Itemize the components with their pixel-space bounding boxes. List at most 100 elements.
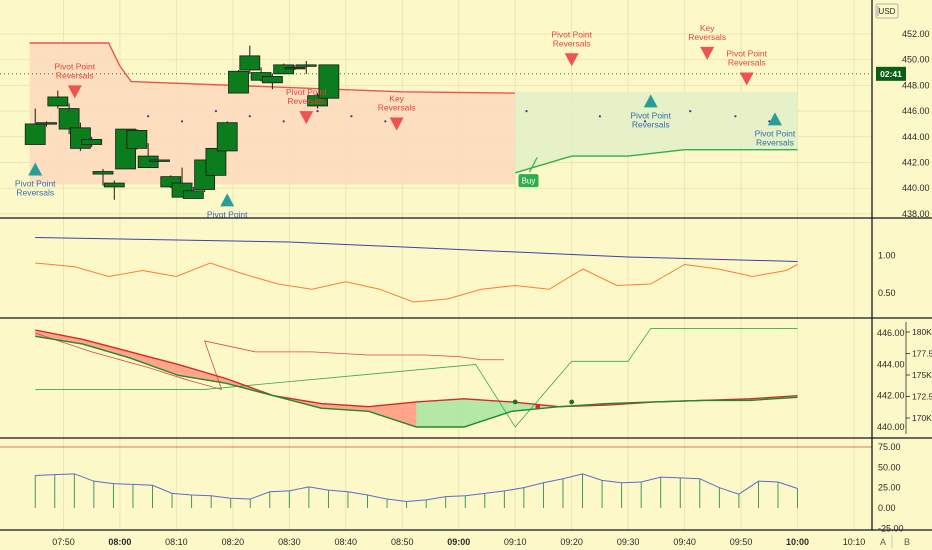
candle[interactable]	[47, 90, 69, 109]
candle[interactable]	[318, 64, 340, 99]
candle[interactable]	[205, 147, 227, 176]
arrow-up-icon	[220, 193, 235, 207]
candle[interactable]	[182, 186, 204, 199]
annotation-label: Reversals	[378, 103, 416, 113]
histogram-line	[35, 473, 798, 502]
candle[interactable]	[239, 45, 261, 74]
candle[interactable]	[273, 63, 295, 75]
candle[interactable]	[24, 108, 46, 145]
pivot-dot	[384, 120, 387, 123]
candle[interactable]	[58, 103, 80, 135]
last-price-badge	[876, 66, 906, 81]
buy-badge	[518, 174, 539, 188]
candle[interactable]	[160, 175, 182, 189]
support-line	[515, 148, 798, 174]
cloud-price-tick: 440.00	[877, 422, 905, 432]
cloud-segment	[416, 398, 465, 427]
support-zone	[515, 91, 798, 173]
price-tick: 450.00	[902, 55, 930, 65]
candle-body	[92, 171, 114, 175]
oscillator-tick: 0.50	[878, 288, 896, 298]
annotation-label: Pivot Point	[15, 179, 56, 189]
arrow-down-icon	[299, 111, 314, 125]
auto-scale-button[interactable]: A	[880, 537, 886, 547]
candle[interactable]	[261, 73, 283, 90]
arrow-down-icon	[700, 46, 715, 60]
price-tick: 438.00	[902, 209, 930, 219]
volume-tick: 175K	[912, 370, 932, 380]
candle[interactable]	[295, 60, 317, 74]
cloud-pane[interactable]	[35, 328, 798, 428]
candle[interactable]	[284, 64, 306, 70]
pivot-dot	[525, 110, 528, 113]
candle-body	[307, 95, 328, 107]
oscillator-pane[interactable]	[35, 237, 798, 303]
oscillator-tick: 1.00	[878, 251, 896, 261]
candle[interactable]	[36, 121, 57, 127]
histogram-tick: 50.00	[878, 462, 901, 472]
candle[interactable]	[92, 168, 114, 186]
arrow-up-icon	[28, 162, 43, 176]
candle[interactable]	[307, 93, 328, 109]
candle-body	[70, 127, 91, 149]
candle-body	[295, 64, 317, 67]
candle[interactable]	[81, 136, 103, 148]
candle-body	[137, 155, 159, 169]
candle-body	[58, 108, 80, 130]
candle-body	[149, 159, 170, 162]
buy-signal-tag[interactable]: Buy	[518, 157, 539, 188]
histogram-pane[interactable]	[0, 446, 872, 508]
price-tick: 444.00	[902, 132, 930, 142]
histogram-tick: 75.00	[878, 442, 901, 452]
candle[interactable]	[137, 143, 159, 169]
cloud-segment	[130, 351, 179, 376]
candle-body	[261, 76, 283, 84]
arrow-up-icon	[643, 94, 658, 108]
pivot-dot	[214, 110, 218, 113]
time-tick: 08:20	[222, 537, 245, 547]
price-tick: 452.00	[902, 29, 930, 39]
time-tick: 09:40	[673, 537, 696, 547]
annotation-label: Reversals	[553, 38, 591, 48]
buy-connector	[528, 157, 538, 173]
arrow-down-icon	[564, 53, 579, 67]
volume-tick: 177.5K	[912, 349, 932, 359]
time-tick: 09:20	[560, 537, 583, 547]
annotation-label: Pivot Point	[54, 61, 95, 71]
candle[interactable]	[228, 69, 249, 94]
time-tick: 08:40	[335, 537, 358, 547]
candle[interactable]	[103, 180, 125, 200]
annotation-label: Pivot Point	[551, 29, 592, 39]
pivot-dot	[180, 120, 184, 123]
currency-label: USD	[879, 7, 896, 16]
candle[interactable]	[149, 159, 170, 162]
candle[interactable]	[126, 129, 148, 150]
resistance-line	[29, 42, 516, 94]
currency-box[interactable]	[875, 3, 899, 19]
pivot-dot	[316, 110, 319, 113]
histogram-tick: 25.00	[878, 483, 901, 493]
cloud-segment	[178, 364, 226, 384]
arrow-down-icon	[739, 72, 754, 86]
bullish-reversal-marker[interactable]: Pivot Point	[207, 193, 248, 219]
candle-body	[239, 55, 261, 71]
volume-tick: 172.5K	[912, 392, 932, 402]
histogram-tick: 0.00	[878, 503, 896, 513]
annotation-label: Key	[389, 94, 404, 104]
cloud-price-tick: 444.00	[877, 359, 905, 369]
candle[interactable]	[216, 121, 238, 152]
log-scale-button[interactable]: B	[904, 537, 910, 547]
arrow-down-icon	[67, 85, 82, 99]
time-tick: 08:50	[391, 537, 414, 547]
